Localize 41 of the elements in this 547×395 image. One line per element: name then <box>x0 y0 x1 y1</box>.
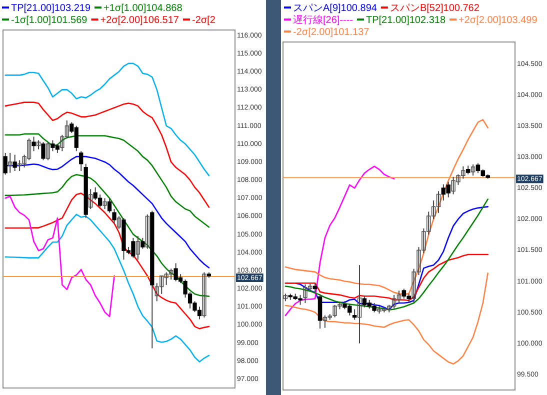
candlestick <box>112 208 116 224</box>
legend-label: +1σ[1.00]104.868 <box>104 3 183 14</box>
candlestick <box>357 264 362 344</box>
legend-label: TP[21.00]103.219 <box>11 3 91 14</box>
line-series <box>4 192 210 330</box>
legend-label: +2σ[2.00]106.517 <box>100 15 180 26</box>
line-series <box>4 102 210 208</box>
candlestick <box>102 198 107 210</box>
legend-label: TP[21.00]102.318 <box>366 15 446 26</box>
candlestick <box>36 140 41 150</box>
legend-label: 遅行線[26]---- <box>293 14 353 26</box>
candlestick <box>145 214 150 250</box>
candlestick <box>3 152 8 176</box>
candlestick <box>140 237 145 250</box>
candlestick <box>8 152 12 174</box>
line-series <box>4 62 210 176</box>
candlestick <box>352 308 357 320</box>
legend-label: -2σ[2.00]101.137 <box>293 27 370 38</box>
candlestick <box>41 142 46 161</box>
candlestick <box>202 272 206 318</box>
candlestick <box>88 188 93 210</box>
candlestick <box>116 216 122 230</box>
candlestick <box>12 154 17 172</box>
line-series <box>284 272 488 365</box>
legend-label: +2σ[2.00]103.499 <box>458 15 538 26</box>
legend-label: スパンB[52]100.762 <box>390 3 480 14</box>
line-series <box>284 166 395 316</box>
candlestick <box>318 294 322 329</box>
legend-label: -2σ[2 <box>192 15 216 26</box>
candlestick <box>107 198 112 214</box>
candlestick <box>312 283 318 294</box>
line-series <box>4 196 115 318</box>
legend-label: スパンA[9]100.894 <box>293 3 378 14</box>
candlestick <box>46 142 50 161</box>
line-series <box>4 174 210 297</box>
candlestick <box>136 236 140 260</box>
line-series <box>4 214 210 362</box>
candlestick <box>470 164 476 176</box>
candlestick <box>79 150 84 172</box>
legend-label: -1σ[1.00]101.569 <box>11 15 88 26</box>
candlestick <box>32 136 36 152</box>
